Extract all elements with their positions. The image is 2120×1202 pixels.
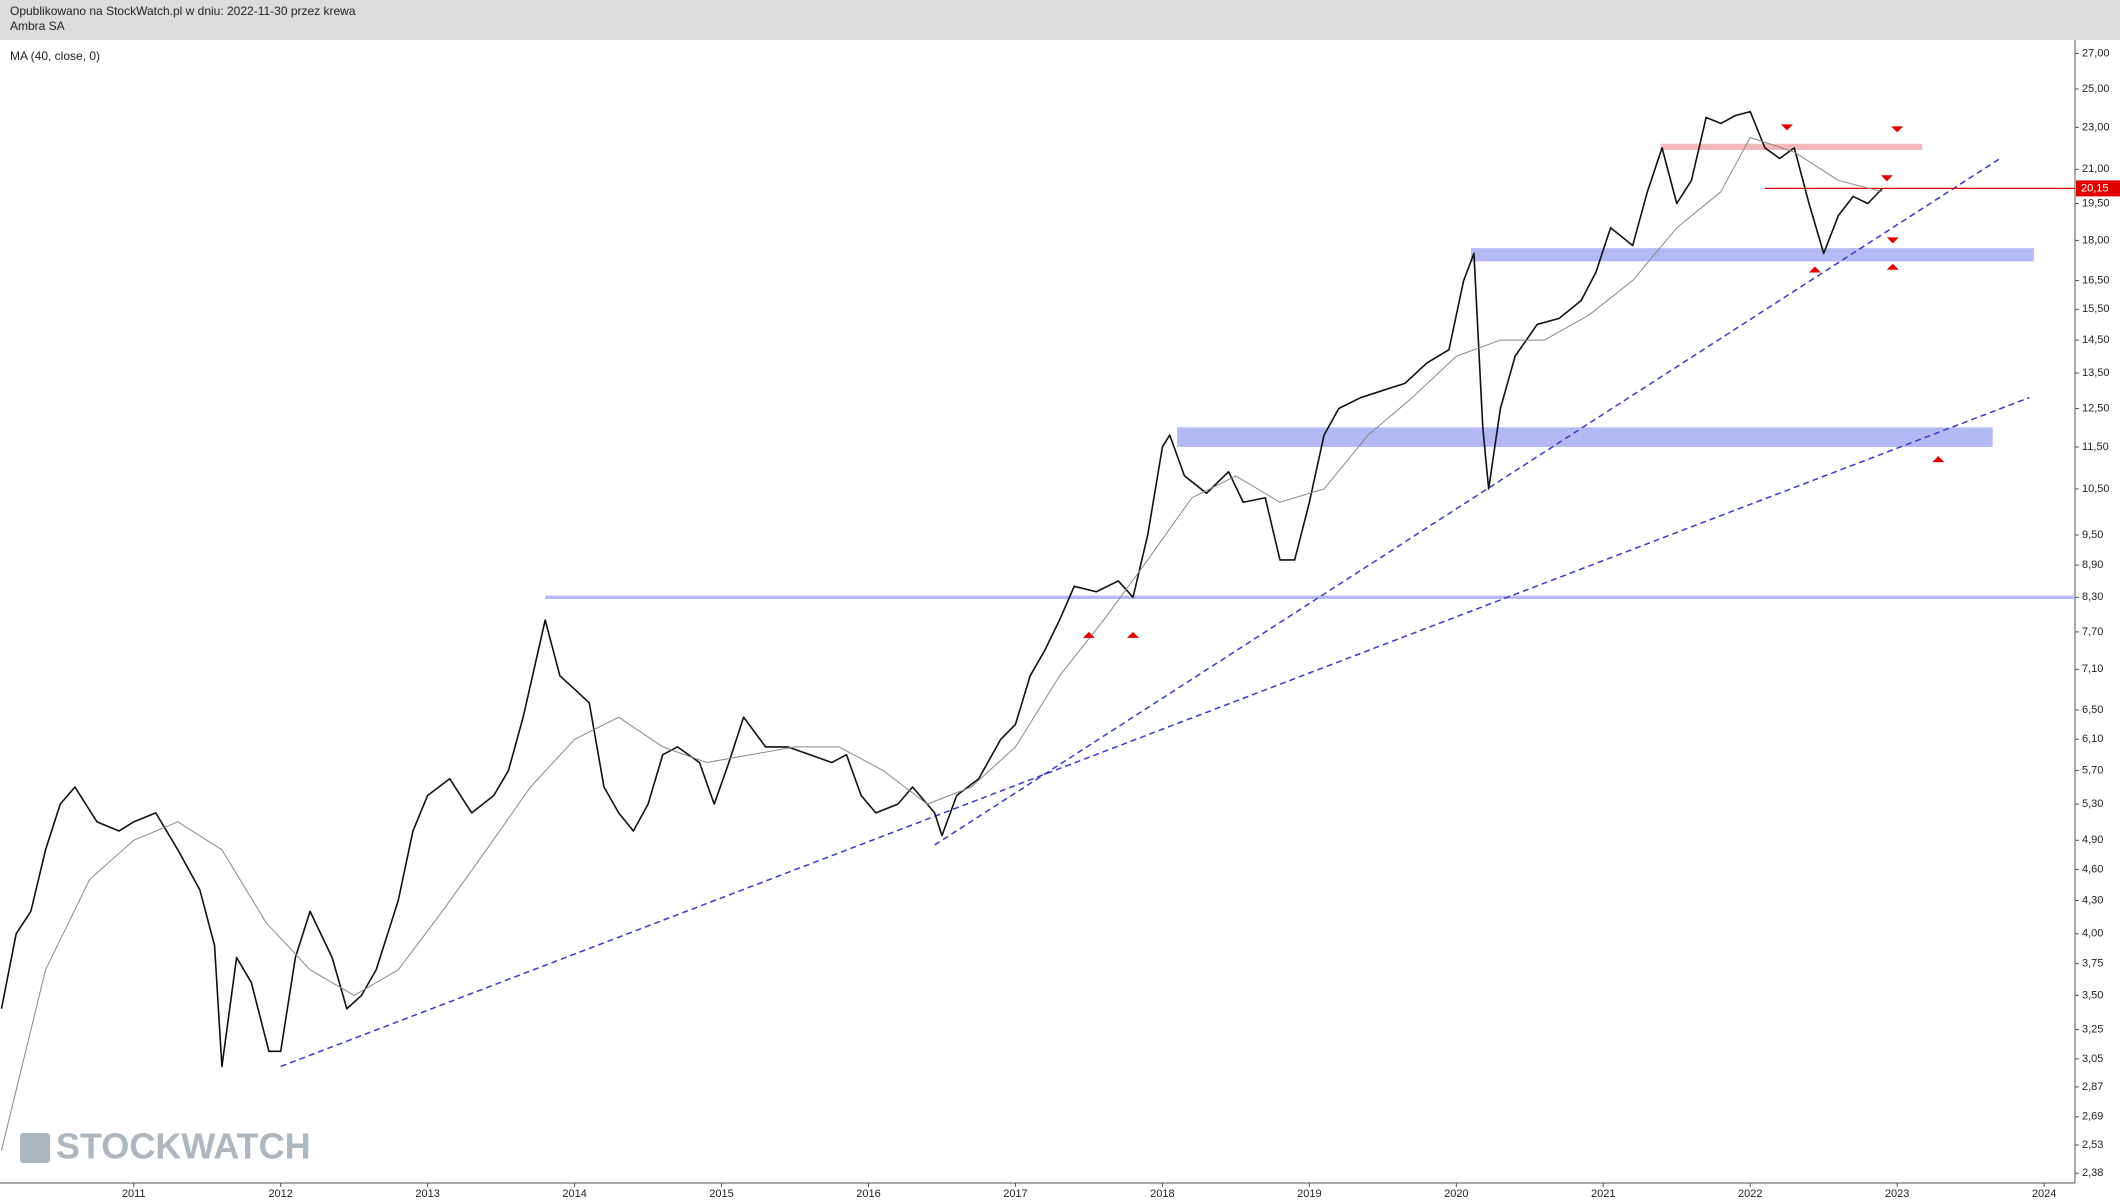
last-price-tag bbox=[2076, 180, 2120, 197]
marker-up bbox=[1886, 263, 1899, 270]
x-tick-label: 2019 bbox=[1297, 1188, 1321, 1200]
y-tick-label: 2,53 bbox=[2082, 1139, 2103, 1151]
trendline bbox=[280, 396, 2030, 1068]
y-tick-label: 6,50 bbox=[2082, 704, 2103, 716]
y-tick-label: 25,00 bbox=[2082, 83, 2110, 95]
y-tick-label: 13,50 bbox=[2082, 367, 2110, 379]
y-tick-label: 19,50 bbox=[2082, 197, 2110, 209]
header-bar bbox=[0, 0, 2120, 40]
y-tick-label: 7,10 bbox=[2082, 663, 2103, 675]
marker-up bbox=[1127, 631, 1140, 638]
y-tick-label: 16,50 bbox=[2082, 274, 2110, 286]
y-tick-label: 5,70 bbox=[2082, 764, 2103, 776]
zone bbox=[1660, 143, 1923, 150]
y-tick-label: 4,00 bbox=[2082, 928, 2103, 940]
y-tick-label: 8,30 bbox=[2082, 591, 2103, 603]
y-tick-label: 2,38 bbox=[2082, 1167, 2103, 1179]
y-tick-label: 3,05 bbox=[2082, 1053, 2103, 1065]
series-line bbox=[0, 137, 1883, 1151]
watermark: STOCKWATCH bbox=[56, 1126, 311, 1167]
x-tick-label: 2022 bbox=[1738, 1188, 1762, 1200]
x-tick-label: 2024 bbox=[2032, 1188, 2056, 1200]
x-tick-label: 2012 bbox=[268, 1188, 292, 1200]
y-tick-label: 11,50 bbox=[2082, 441, 2109, 453]
y-tick-label: 18,00 bbox=[2082, 234, 2110, 246]
last-price-label: 20,15 bbox=[2081, 182, 2109, 194]
x-tick-label: 2021 bbox=[1591, 1188, 1615, 1200]
y-tick-label: 14,50 bbox=[2082, 334, 2110, 346]
y-tick-label: 9,50 bbox=[2082, 529, 2103, 541]
trendline bbox=[934, 157, 2001, 846]
x-tick-label: 2017 bbox=[1003, 1188, 1027, 1200]
logo-icon bbox=[20, 1133, 50, 1163]
x-tick-label: 2011 bbox=[122, 1188, 146, 1200]
y-tick-label: 10,50 bbox=[2082, 483, 2110, 495]
y-tick-label: 23,00 bbox=[2082, 121, 2110, 133]
x-tick-label: 2018 bbox=[1150, 1188, 1174, 1200]
x-tick-label: 2016 bbox=[856, 1188, 880, 1200]
x-tick-label: 2023 bbox=[1885, 1188, 1909, 1200]
marker-down bbox=[1891, 126, 1904, 133]
x-tick-label: 2015 bbox=[709, 1188, 733, 1200]
y-tick-label: 27,00 bbox=[2082, 47, 2110, 59]
y-tick-label: 2,69 bbox=[2082, 1111, 2103, 1123]
marker-down bbox=[1886, 237, 1899, 244]
y-tick-label: 5,30 bbox=[2082, 798, 2103, 810]
y-tick-label: 3,75 bbox=[2082, 958, 2103, 970]
zone bbox=[1471, 248, 2034, 262]
zone bbox=[1177, 427, 1993, 447]
x-tick-label: 2020 bbox=[1444, 1188, 1468, 1200]
series-line bbox=[0, 110, 1884, 1068]
x-tick-label: 2014 bbox=[562, 1188, 586, 1200]
marker-down bbox=[1780, 124, 1793, 131]
y-tick-label: 4,60 bbox=[2082, 863, 2103, 875]
zone bbox=[545, 595, 2075, 599]
y-tick-label: 7,70 bbox=[2082, 626, 2103, 638]
indicator-label: MA (40, close, 0) bbox=[10, 49, 100, 63]
marker-up bbox=[1082, 631, 1095, 638]
y-tick-label: 4,30 bbox=[2082, 894, 2103, 906]
marker-up bbox=[1932, 456, 1945, 463]
y-tick-label: 2,87 bbox=[2082, 1081, 2103, 1093]
marker-down bbox=[1880, 175, 1893, 182]
header-line: Ambra SA bbox=[10, 19, 65, 33]
y-tick-label: 15,50 bbox=[2082, 303, 2110, 315]
y-tick-label: 3,50 bbox=[2082, 989, 2103, 1001]
y-tick-label: 8,90 bbox=[2082, 559, 2103, 571]
y-tick-label: 12,50 bbox=[2082, 402, 2110, 414]
x-tick-label: 2013 bbox=[415, 1188, 439, 1200]
y-tick-label: 21,00 bbox=[2082, 163, 2110, 175]
header-line: Opublikowano na StockWatch.pl w dniu: 20… bbox=[10, 4, 356, 18]
y-tick-label: 4,90 bbox=[2082, 834, 2103, 846]
y-tick-label: 6,10 bbox=[2082, 733, 2103, 745]
marker-up bbox=[1808, 266, 1821, 273]
y-tick-label: 3,25 bbox=[2082, 1023, 2103, 1035]
